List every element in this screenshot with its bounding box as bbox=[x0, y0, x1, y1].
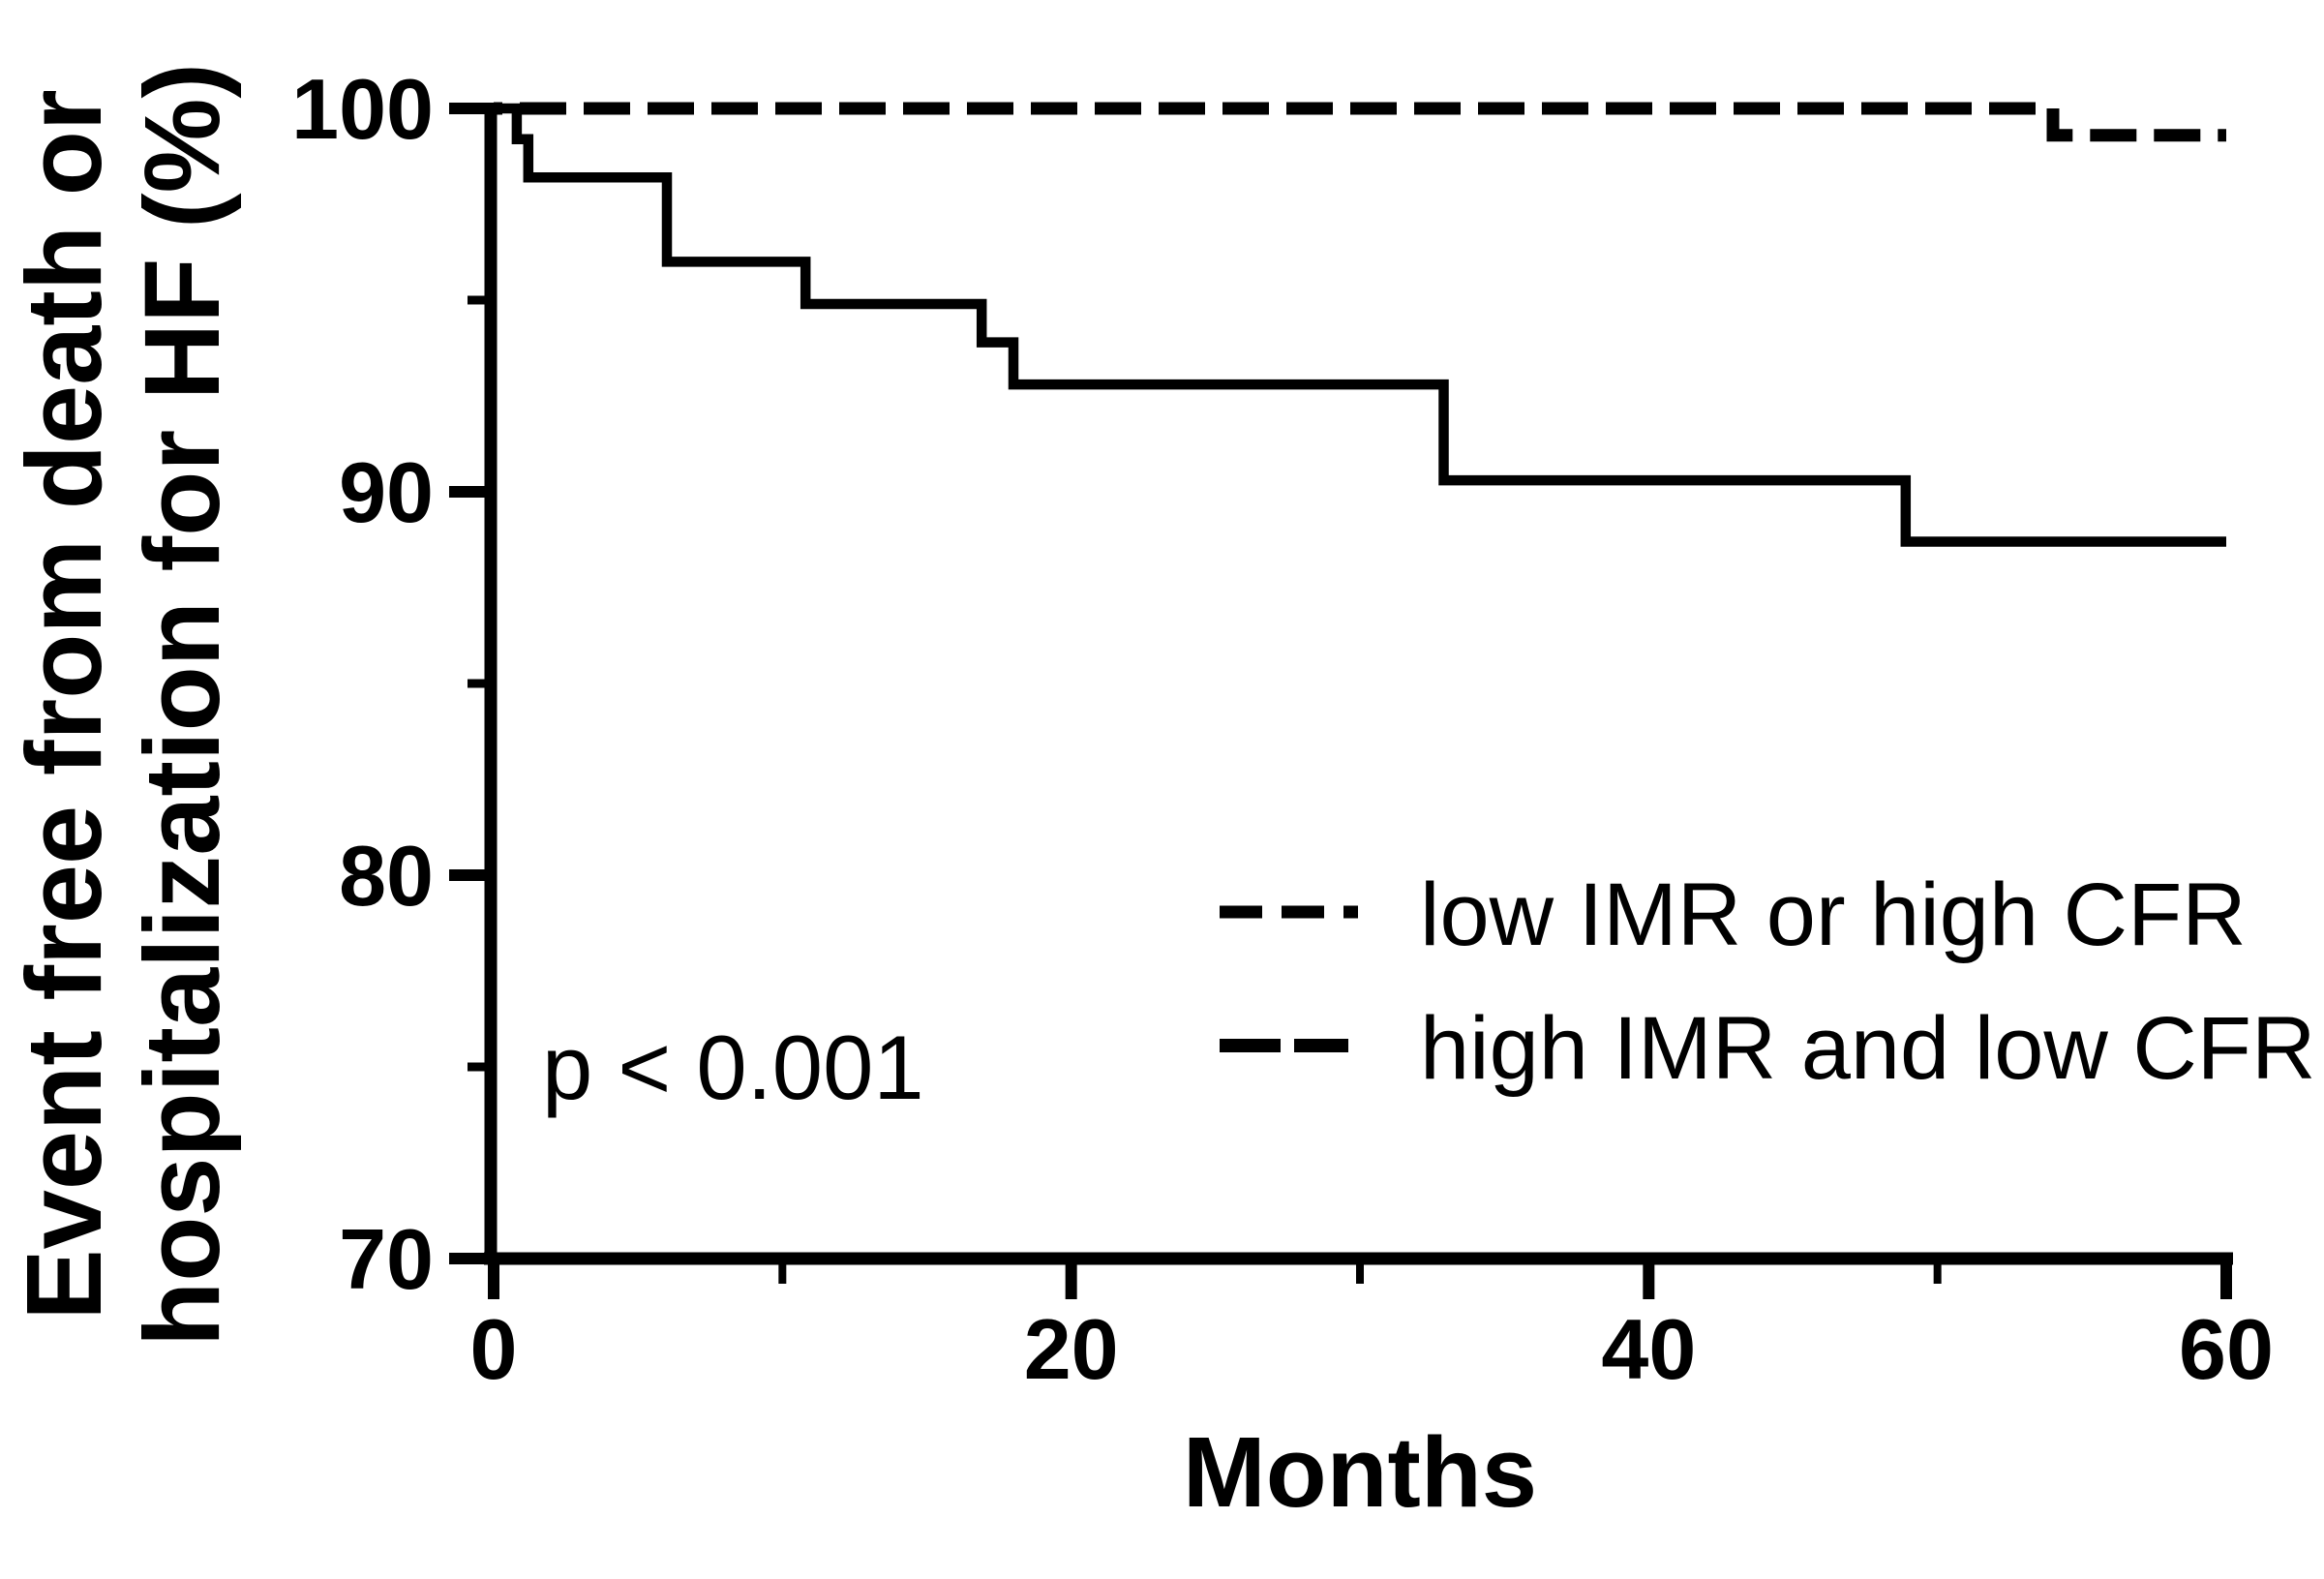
y-tick-label: 90 bbox=[339, 444, 434, 540]
x-tick-label: 40 bbox=[1601, 1301, 1696, 1397]
x-tick-label: 60 bbox=[2179, 1301, 2274, 1397]
legend-label-low-imr-or-high-cfr: low IMR or high CFR bbox=[1420, 865, 2247, 964]
survival-curves bbox=[494, 102, 2226, 547]
legend-label-high-imr-and-low-cfr: high IMR and low CFR bbox=[1420, 999, 2315, 1098]
y-axis-title-line2: hospitalization for HF (%) bbox=[123, 63, 242, 1347]
legend: low IMR or high CFR high IMR and low CFR bbox=[1220, 865, 2315, 1098]
curve-low-imr-or-high-cfr bbox=[494, 102, 2226, 142]
x-tick-label: 20 bbox=[1024, 1301, 1119, 1397]
y-tick-label: 80 bbox=[339, 828, 434, 924]
x-tick-label: 0 bbox=[470, 1301, 518, 1397]
axes: 100 90 80 70 0 20 40 60 bbox=[291, 61, 2274, 1397]
curve-high-imr-and-low-cfr bbox=[494, 103, 2226, 547]
p-value-annotation: p < 0.001 bbox=[542, 1017, 924, 1118]
y-tick-label: 70 bbox=[339, 1211, 434, 1307]
y-tick-label: 100 bbox=[291, 61, 434, 157]
x-axis-title: Months bbox=[1183, 1416, 1537, 1528]
y-axis-title-line1: Event free from death or bbox=[5, 89, 124, 1320]
